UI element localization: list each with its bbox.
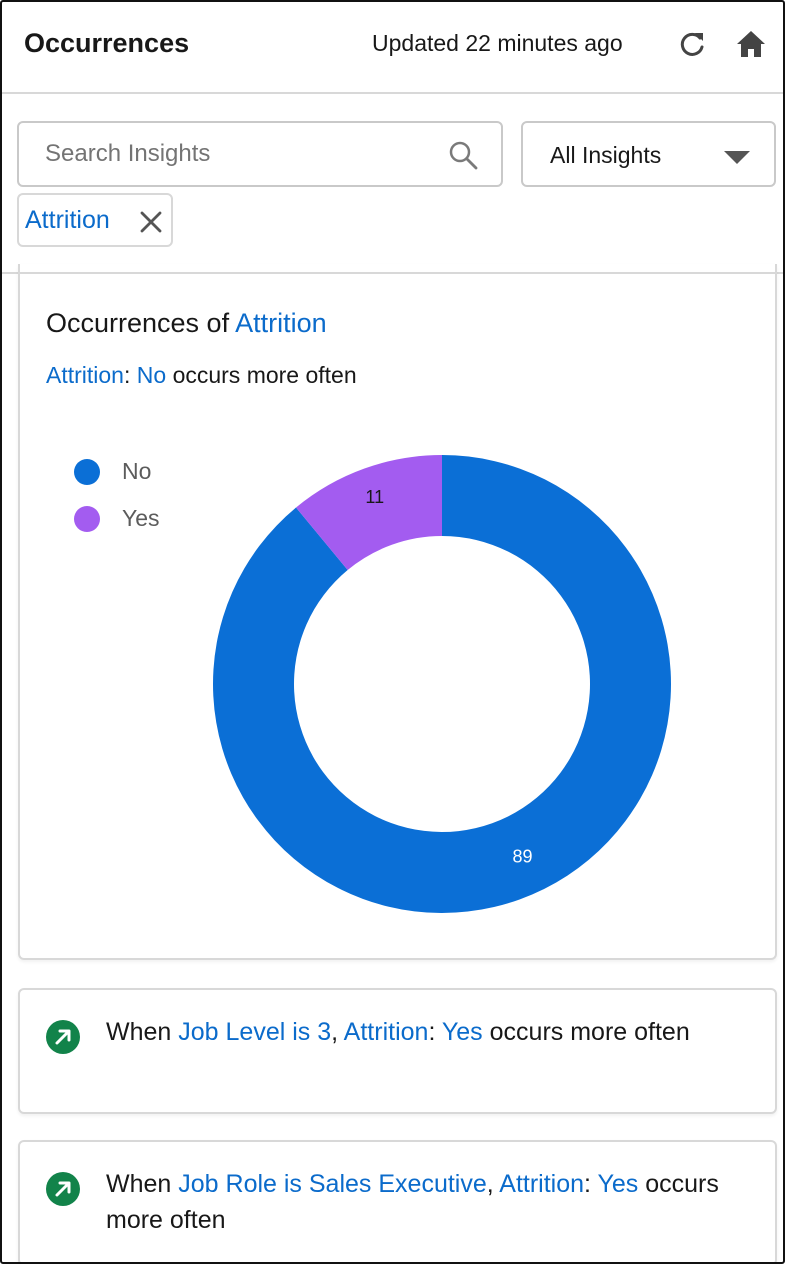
donut-slice-yes[interactable] [296, 455, 442, 570]
trend-up-icon [46, 1020, 80, 1054]
insight-text: When Job Level is 3, Attrition: Yes occu… [106, 1014, 746, 1050]
insight-comma: , [486, 1170, 494, 1198]
insight-field-link[interactable]: Attrition [343, 1018, 429, 1046]
donut-slice-no[interactable] [213, 455, 672, 913]
occurrences-card: Occurrences of Attrition Attrition: No o… [18, 264, 777, 960]
card-title: Occurrences of Attrition [46, 308, 327, 339]
chart-legend: No Yes [74, 448, 160, 542]
insight-text: When Job Role is Sales Executive, Attrit… [106, 1166, 746, 1238]
insight-condition-link[interactable]: Job Level is 3 [178, 1018, 332, 1046]
donut-label-no: 89 [512, 847, 532, 867]
insight-text-when: When [106, 1018, 172, 1046]
filter-pill-attrition: Attrition [17, 193, 173, 247]
legend-item-yes[interactable]: Yes [74, 495, 160, 542]
insight-text-suffix: occurs more often [489, 1018, 690, 1046]
insight-card[interactable]: When Job Role is Sales Executive, Attrit… [18, 1140, 777, 1262]
filter-bar: All Insights Attrition [2, 96, 783, 274]
insight-condition-link[interactable]: Job Role is Sales Executive [178, 1170, 487, 1198]
subtitle-value-link[interactable]: No [136, 362, 167, 388]
insight-card[interactable]: When Job Level is 3, Attrition: Yes occu… [18, 988, 777, 1114]
page-title: Occurrences [24, 28, 190, 58]
header: Occurrences Updated 22 minutes ago [2, 2, 783, 94]
home-icon[interactable] [735, 28, 767, 60]
insight-field-link[interactable]: Attrition [499, 1170, 585, 1198]
card-subtitle: Attrition: No occurs more often [46, 362, 357, 389]
insight-text-suffix: occurs more often [106, 1170, 719, 1234]
subtitle-separator: : [123, 362, 131, 388]
subtitle-field-link[interactable]: Attrition [46, 362, 124, 388]
donut-label-yes: 11 [365, 487, 384, 507]
insights-filter-select[interactable]: All Insights [521, 121, 776, 187]
refresh-icon[interactable] [676, 28, 708, 60]
insight-text-when: When [106, 1170, 172, 1198]
search-box [17, 121, 503, 187]
legend-item-no[interactable]: No [74, 448, 160, 495]
legend-swatch-no [74, 458, 100, 485]
insight-comma: , [331, 1018, 339, 1046]
legend-label-no: No [122, 458, 152, 484]
subtitle-suffix: occurs more often [172, 362, 357, 388]
donut-chart: 89 11 [213, 455, 672, 913]
insight-colon: : [584, 1170, 591, 1198]
filter-pill-label: Attrition [25, 206, 110, 234]
updated-status: Updated 22 minutes ago [372, 30, 623, 56]
insights-filter-value: All Insights [550, 142, 662, 168]
card-title-field-link[interactable]: Attrition [235, 308, 327, 338]
insight-colon: : [428, 1018, 436, 1046]
search-input[interactable] [45, 135, 445, 173]
close-icon[interactable] [138, 209, 164, 235]
card-title-prefix: Occurrences of [46, 308, 230, 338]
insight-value-link[interactable]: Yes [597, 1170, 639, 1198]
trend-up-icon [46, 1172, 80, 1206]
legend-swatch-yes [74, 505, 100, 532]
legend-label-yes: Yes [122, 505, 160, 531]
insight-value-link[interactable]: Yes [441, 1018, 483, 1046]
search-icon[interactable] [447, 139, 479, 171]
chevron-down-icon [724, 151, 750, 164]
